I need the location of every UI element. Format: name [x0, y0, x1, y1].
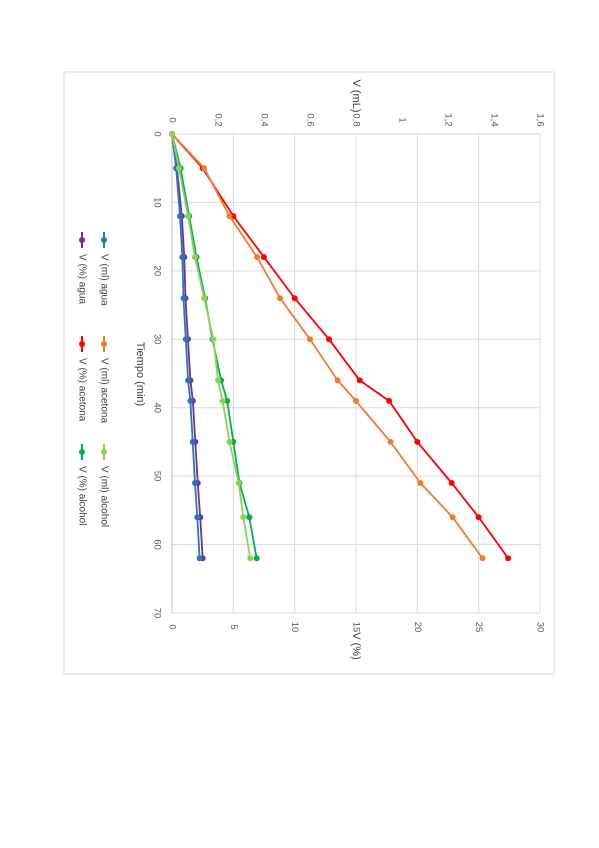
- data-point: [192, 254, 198, 261]
- y2-tick-label: 0,4: [258, 113, 269, 126]
- data-point: [247, 555, 254, 562]
- y-tick-label: 30: [534, 622, 545, 633]
- legend-label: V (%) agua: [76, 254, 87, 304]
- data-point: [291, 295, 298, 302]
- x-tick-label: 60: [151, 539, 162, 550]
- x-tick-label: 20: [151, 266, 162, 277]
- data-point: [449, 514, 456, 521]
- data-point: [180, 295, 187, 302]
- data-point: [307, 336, 313, 343]
- data-point: [201, 165, 208, 172]
- data-point: [196, 555, 203, 562]
- data-point: [414, 438, 421, 445]
- data-point: [387, 438, 394, 445]
- x-tick-label: 0: [151, 131, 162, 136]
- data-point: [201, 295, 208, 302]
- data-point: [326, 336, 333, 343]
- series-line: [171, 133, 484, 559]
- y2-tick-label: 1,2: [442, 113, 453, 126]
- y-tick-label: 0: [166, 624, 177, 629]
- legend-marker: [101, 341, 107, 347]
- y2-tick-label: 0: [166, 117, 177, 122]
- data-point: [192, 479, 198, 486]
- data-point: [505, 555, 512, 562]
- series-line: [171, 133, 258, 559]
- legend-label: V (ml) agua: [98, 254, 109, 306]
- data-point: [219, 397, 226, 404]
- data-point: [386, 397, 393, 404]
- data-point: [175, 165, 182, 172]
- series-line: [171, 133, 204, 559]
- data-point: [334, 377, 341, 384]
- data-point: [253, 555, 260, 562]
- legend-label: V (ml) acetona: [98, 358, 109, 423]
- data-point: [182, 336, 189, 343]
- series-line: [171, 133, 252, 559]
- y-axis-title: V (%): [350, 632, 362, 660]
- y-tick-label: 20: [412, 622, 423, 633]
- data-point: [185, 213, 192, 220]
- x-tick-label: 10: [151, 197, 162, 208]
- y2-axis-title: V (mL): [350, 80, 362, 113]
- legend-marker: [79, 237, 85, 243]
- data-point: [417, 479, 424, 486]
- data-point: [177, 213, 184, 220]
- y2-tick-label: 1,6: [534, 113, 545, 126]
- data-point: [210, 336, 217, 343]
- x-tick-label: 30: [151, 334, 162, 345]
- x-tick-label: 70: [151, 608, 162, 619]
- legend-marker: [79, 449, 85, 455]
- x-tick-label: 40: [151, 402, 162, 413]
- legend: V (%) agua V (ml) agua V (%) acetona V (ml)…: [76, 232, 109, 527]
- data-point: [246, 514, 253, 521]
- data-point: [475, 514, 482, 521]
- y-tick-label: 15: [350, 622, 361, 633]
- data-point: [226, 438, 233, 445]
- data-point: [235, 479, 242, 486]
- series-line: [171, 133, 509, 559]
- x-tick-label: 50: [151, 471, 162, 482]
- legend-marker: [79, 341, 85, 347]
- data-point: [254, 254, 261, 261]
- data-point: [261, 254, 267, 261]
- data-point: [187, 397, 194, 404]
- data-point: [169, 131, 175, 137]
- y-tick-label: 25: [473, 622, 484, 633]
- series-line: [171, 133, 201, 559]
- legend-marker: [101, 449, 107, 455]
- data-point: [224, 397, 231, 404]
- x-axis-title: Tiempo (min): [134, 342, 146, 406]
- legend-marker: [101, 237, 107, 243]
- y2-tick-label: 0,8: [350, 113, 361, 126]
- data-point: [448, 479, 455, 486]
- data-point: [479, 555, 486, 562]
- data-point: [356, 377, 363, 384]
- data-point: [179, 254, 186, 261]
- data-point: [277, 295, 284, 302]
- data-point: [189, 438, 196, 445]
- plot-area: 0 10 20 30 40 50 60 70 0 5 10 15 20 25 30 0 0,2 0,4 0,6 0,8…: [151, 113, 545, 632]
- legend-label: V (ml) alcohol: [98, 466, 109, 527]
- data-point: [215, 377, 221, 384]
- chart-frame: [63, 71, 555, 675]
- y-tick-label: 10: [289, 622, 300, 633]
- data-point: [353, 397, 359, 404]
- legend-label: V (%) acetona: [76, 358, 87, 422]
- y2-tick-label: 1,4: [488, 113, 499, 126]
- data-point: [194, 514, 201, 521]
- legend-label: V (%) alcohol: [76, 466, 87, 525]
- y2-tick-label: 0,2: [212, 113, 223, 126]
- data-point: [226, 213, 233, 220]
- y-tick-label: 5: [228, 624, 239, 629]
- y2-tick-label: 0,6: [304, 113, 315, 126]
- data-point: [185, 377, 192, 384]
- y2-tick-label: 1: [396, 117, 407, 122]
- data-point: [240, 514, 247, 521]
